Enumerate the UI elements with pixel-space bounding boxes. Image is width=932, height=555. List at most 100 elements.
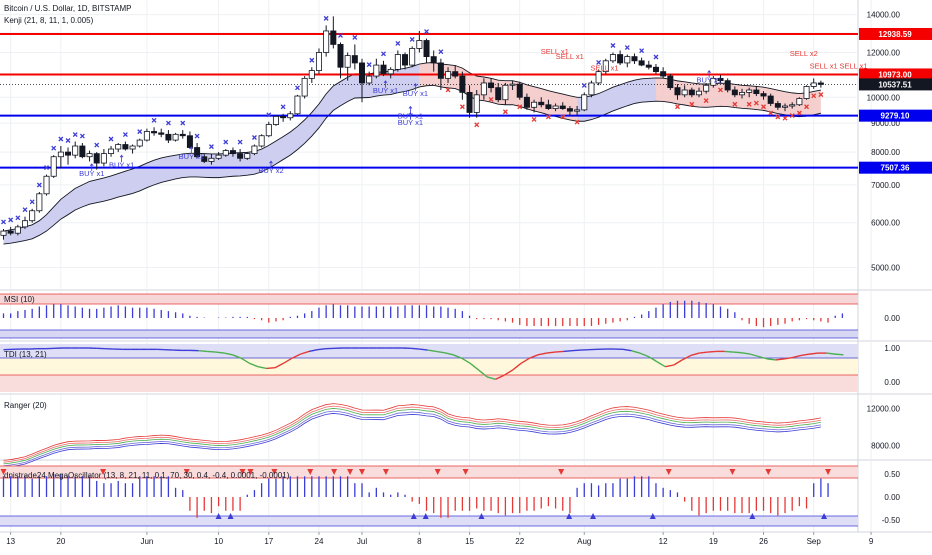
- candle-body: [123, 145, 128, 150]
- tdi-line-segment: [411, 348, 419, 349]
- time-tick-label: Aug: [577, 537, 591, 546]
- candle-body: [58, 152, 63, 157]
- candle-body: [582, 95, 587, 110]
- candle-body: [87, 154, 92, 157]
- candle-body: [30, 211, 35, 221]
- tdi-line-segment: [835, 354, 843, 355]
- signal-label: BUY x1: [79, 169, 104, 178]
- tdi-line-segment: [572, 350, 580, 351]
- msi-title: MSI (10): [4, 295, 35, 304]
- tdi-upper-zone: [0, 344, 858, 358]
- candle-body: [618, 55, 623, 63]
- price-tick-label: 12000.00: [867, 48, 901, 57]
- indicator-title: Kenji (21, 8, 11, 1, 0.005): [4, 16, 93, 25]
- candle-body: [553, 106, 558, 109]
- candle-body: [496, 88, 501, 100]
- candle-body: [1, 231, 6, 235]
- candle-body: [474, 95, 479, 113]
- wave-oversold-zone: [0, 516, 858, 526]
- candle-body: [531, 102, 536, 107]
- candle-body: [639, 61, 644, 65]
- signal-label: BUY x1: [179, 152, 204, 161]
- candle-body: [782, 106, 787, 107]
- time-tick-label: 15: [465, 537, 474, 546]
- candle-body: [144, 131, 149, 140]
- candle-body: [245, 154, 250, 159]
- signal-label: BUY x1: [109, 160, 134, 169]
- candle-body: [180, 134, 185, 135]
- time-tick-label: 12: [659, 537, 668, 546]
- time-tick-label: 19: [709, 537, 718, 546]
- candle-body: [653, 67, 658, 71]
- candle-body: [359, 63, 364, 83]
- candle-body: [768, 96, 773, 103]
- candle-body: [775, 103, 780, 107]
- signal-label: SELL x1: [810, 62, 838, 71]
- candle-body: [596, 72, 601, 83]
- candle-body: [467, 92, 472, 112]
- tdi-tick-label: 0.00: [884, 378, 900, 387]
- candle-body: [338, 44, 343, 67]
- candle-body: [345, 56, 350, 68]
- signal-label: SELL x1: [840, 62, 868, 71]
- time-tick-label: Sep: [807, 537, 822, 546]
- candle-body: [101, 154, 106, 163]
- candle-body: [761, 94, 766, 96]
- candle-body: [51, 157, 56, 177]
- signal-label: BUY x2: [258, 166, 283, 175]
- time-tick-label: Jul: [357, 537, 367, 546]
- price-tick-label: 6000.00: [871, 219, 900, 228]
- time-tick-label: 26: [759, 537, 768, 546]
- candle-body: [610, 55, 615, 61]
- tdi-lower-zone: [0, 375, 858, 392]
- time-tick-label: 10: [214, 537, 223, 546]
- tdi-line-segment: [733, 352, 741, 353]
- candle-body: [37, 194, 42, 211]
- tdi-line-segment: [207, 351, 215, 352]
- signal-label: BUY x1: [398, 118, 423, 127]
- candle-body: [94, 154, 99, 163]
- candle-body: [589, 83, 594, 95]
- candle-body: [431, 57, 436, 63]
- signal-label: BUY x1: [696, 76, 721, 85]
- candle-body: [402, 55, 407, 66]
- candle-body: [116, 145, 121, 150]
- price-tick-label: 5000.00: [871, 264, 900, 273]
- time-tick-label: 24: [315, 537, 324, 546]
- candle-body: [704, 85, 709, 91]
- time-tick-label: Jun: [140, 537, 153, 546]
- price-tick-label: 10000.00: [867, 93, 901, 102]
- candle-body: [216, 155, 221, 158]
- candle-body: [453, 72, 458, 76]
- candle-body: [417, 40, 422, 48]
- signal-label: SELL x1: [591, 64, 619, 73]
- candle-body: [238, 154, 243, 159]
- candle-body: [374, 65, 379, 76]
- candle-body: [388, 69, 393, 73]
- candle-body: [295, 96, 300, 114]
- candle-body: [445, 72, 450, 79]
- candle-body: [252, 146, 257, 154]
- msi-overbought-zone: [0, 294, 858, 304]
- candle-body: [331, 31, 336, 44]
- time-tick-label: 13: [6, 537, 15, 546]
- level-price-label: 12938.59: [878, 30, 912, 39]
- candle-body: [8, 231, 13, 233]
- signal-label: BUY x1: [373, 86, 398, 95]
- candle-body: [209, 158, 214, 161]
- level-price-label: 9279.10: [881, 112, 910, 121]
- candle-body: [173, 134, 178, 140]
- signal-label: BUY x1: [403, 89, 428, 98]
- candle-body: [517, 84, 522, 97]
- candle-body: [804, 86, 809, 98]
- candle-body: [324, 31, 329, 53]
- candle-body: [424, 40, 429, 56]
- candle-body: [223, 151, 228, 156]
- time-tick-label: 17: [264, 537, 273, 546]
- candle-body: [510, 84, 515, 85]
- tdi-tick-label: 1.00: [884, 344, 900, 353]
- candle-body: [546, 105, 551, 109]
- candle-body: [73, 146, 78, 155]
